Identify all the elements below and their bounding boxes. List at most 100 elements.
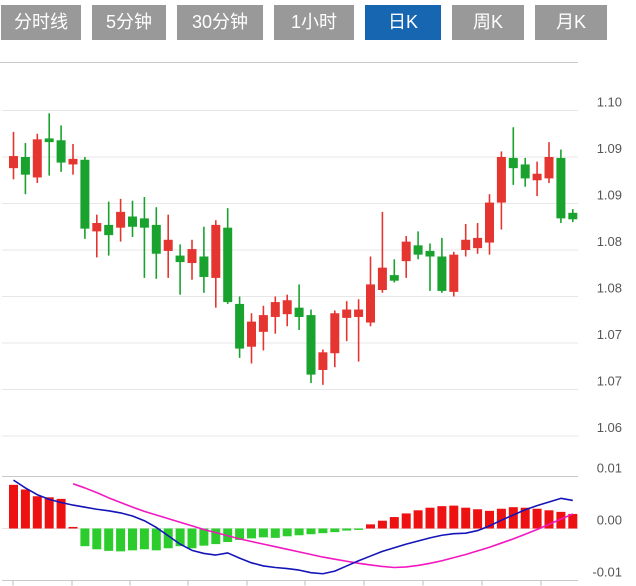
tab-period-1[interactable]: 分时线: [1, 5, 81, 40]
macd-bar-down: [282, 528, 292, 537]
candle-body-down: [44, 138, 54, 143]
macd-bar-up: [437, 506, 447, 529]
macd-bar-up: [520, 507, 530, 529]
candle-body-down: [389, 275, 399, 281]
candle-body-up: [9, 156, 18, 169]
macd-bar-up: [508, 507, 518, 529]
dea-line: [72, 483, 574, 569]
candle-body-down: [128, 216, 137, 227]
macd-bar-up: [496, 508, 506, 529]
candle-body-down: [294, 307, 304, 317]
macd-bar-down: [258, 528, 268, 538]
candle-body-down: [104, 224, 114, 236]
macd-bar-down: [247, 528, 256, 539]
candle-body-down: [508, 157, 518, 169]
macd-bar-down: [175, 528, 185, 547]
candle-body-down: [20, 157, 30, 175]
macd-bar-down: [318, 528, 328, 534]
macd-bar-up: [425, 507, 435, 529]
macd-bar-down: [199, 528, 209, 546]
candle-body-down: [175, 255, 185, 263]
candle-body-up: [270, 302, 280, 317]
macd-bar-up: [485, 510, 494, 529]
candle-body-up: [354, 309, 364, 317]
macd-bar-up: [461, 507, 471, 529]
macd-bar-up: [20, 489, 30, 529]
macd-bar-up: [544, 510, 554, 529]
macd-bar-down: [270, 528, 280, 538]
candle-body-down: [56, 140, 66, 163]
candle-body-up: [247, 321, 256, 347]
candle-body-down: [437, 256, 447, 291]
tab-period-2[interactable]: 5分钟: [92, 5, 166, 40]
macd-axis-label: 0.01: [597, 461, 622, 476]
macd-bar-up: [68, 526, 78, 529]
macd-bar-down: [306, 528, 316, 535]
candle-body-up: [461, 239, 471, 250]
macd-bar-down: [128, 528, 137, 551]
candle-body-up: [68, 158, 78, 165]
candle-body-down: [520, 164, 530, 179]
candle-body-down: [80, 159, 90, 229]
tab-period-6[interactable]: 周K: [452, 5, 524, 40]
candle-body-up: [401, 241, 411, 262]
macd-bar-down: [211, 528, 221, 545]
tab-period-4[interactable]: 1小时: [274, 5, 354, 40]
candle-body-down: [223, 227, 233, 303]
candle-body-up: [92, 223, 102, 232]
macd-bar-down: [104, 528, 114, 551]
macd-bar-down: [354, 528, 364, 530]
candle-body-up: [532, 173, 542, 181]
macd-bar-up: [377, 520, 387, 529]
candle-body-up: [496, 157, 506, 203]
candle-body-down: [568, 212, 578, 220]
price-axis-label: 1.08: [597, 234, 622, 249]
candle-body-up: [282, 300, 292, 315]
candle-body-down: [199, 256, 209, 277]
candle-body-up: [544, 157, 554, 179]
candle-body-up: [163, 239, 173, 251]
price-axis-label: 1.10: [597, 95, 622, 110]
candle-body-up: [116, 211, 126, 228]
macd-bar-down: [330, 528, 340, 533]
dif-line: [13, 479, 573, 575]
candle-body-down: [425, 250, 435, 257]
period-tabbar: 分时线 5分钟 30分钟 1小时 日K 周K 月K: [1, 5, 607, 40]
macd-axis-label: -0.01: [592, 565, 622, 580]
tab-period-5-active[interactable]: 日K: [365, 5, 441, 40]
candle-body-down: [139, 218, 149, 228]
macd-bar-up: [9, 484, 18, 529]
macd-bar-up: [401, 513, 411, 529]
macd-bar-down: [294, 528, 304, 536]
macd-bar-down: [92, 528, 102, 550]
tab-period-7[interactable]: 月K: [535, 5, 607, 40]
macd-bar-up: [556, 511, 566, 529]
candle-body-up: [187, 249, 197, 264]
macd-bar-down: [116, 528, 126, 552]
tab-period-3[interactable]: 30分钟: [177, 5, 263, 40]
macd-bar-up: [568, 513, 578, 529]
price-axis-label: 1.07: [597, 374, 622, 389]
macd-bar-down: [80, 528, 90, 547]
macd-bar-down: [151, 528, 161, 551]
macd-bar-down: [342, 528, 352, 531]
macd-bar-up: [473, 509, 483, 529]
macd-bar-down: [235, 528, 245, 540]
candle-body-up: [258, 315, 268, 332]
candle-body-up: [32, 139, 42, 178]
macd-bar-up: [449, 505, 459, 529]
candle-body-down: [556, 157, 566, 219]
macd-bar-down: [187, 528, 197, 549]
macd-bar-down: [139, 528, 149, 550]
candle-body-up: [449, 254, 459, 292]
price-axis-label: 1.07: [597, 327, 622, 342]
price-axis-label: 1.08: [597, 281, 622, 296]
candle-body-up: [377, 267, 387, 290]
macd-bar-up: [389, 517, 399, 529]
candle-body-down: [235, 303, 245, 349]
candle-body-up: [485, 202, 494, 243]
candle-body-down: [151, 224, 161, 254]
candle-body-down: [413, 245, 423, 255]
